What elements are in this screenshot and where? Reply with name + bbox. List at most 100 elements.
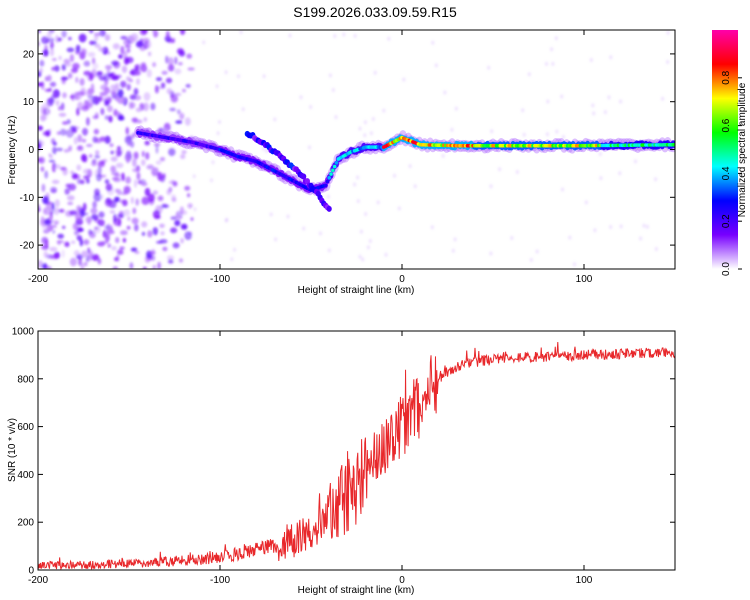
spectrogram-speckle bbox=[170, 94, 178, 103]
spectrogram-speckle bbox=[152, 190, 158, 195]
spectrogram-speckle bbox=[174, 220, 181, 227]
spectrogram-speckle bbox=[122, 51, 128, 60]
spectrogram-speckle bbox=[241, 107, 245, 112]
spectrogram-speckle bbox=[393, 173, 396, 178]
snr-y-label: SNR (10 * v/v) bbox=[7, 418, 18, 482]
spectrogram-speckle bbox=[97, 219, 105, 227]
spectrogram-speckle bbox=[141, 196, 150, 205]
spectrogram-speckle bbox=[69, 125, 76, 130]
spectrogram-speckle bbox=[86, 117, 90, 126]
spectrogram-speckle bbox=[104, 135, 111, 144]
spectrogram-speckle bbox=[98, 47, 106, 52]
spectrogram-speckle bbox=[93, 32, 102, 37]
spectrogram-speckle bbox=[66, 195, 75, 201]
spectrogram-speckle bbox=[126, 56, 134, 64]
spectrogram-speckle bbox=[431, 40, 435, 45]
spectrogram-speckle bbox=[93, 226, 102, 234]
spectrogram-speckle bbox=[120, 191, 128, 195]
spectrogram-speckle bbox=[135, 40, 144, 48]
spectrogram-speckle bbox=[47, 74, 52, 82]
spectrogram-speckle bbox=[168, 148, 176, 157]
spectrogram-speckle bbox=[48, 153, 52, 157]
spectrogram-speckle bbox=[51, 224, 57, 229]
spectrogram-speckle bbox=[133, 88, 139, 96]
spectrogram-speckle bbox=[114, 82, 120, 92]
secondary-ridge bbox=[301, 173, 307, 180]
spectrogram-speckle bbox=[168, 186, 173, 193]
spectrogram-speckle bbox=[288, 33, 292, 38]
spectrogram-speckle bbox=[77, 101, 84, 111]
spectrogram-speckle bbox=[91, 57, 96, 65]
spectrogram-speckle bbox=[83, 70, 91, 76]
spectrogram-speckle bbox=[115, 149, 122, 155]
spectrogram-speckle bbox=[184, 231, 192, 241]
spectrogram-speckle bbox=[125, 176, 131, 184]
spectrogram-speckle bbox=[92, 136, 98, 144]
spectrogram-speckle bbox=[121, 65, 128, 74]
spectrogram-speckle bbox=[104, 179, 110, 184]
spectrogram-speckle bbox=[522, 132, 526, 137]
spectrogram-speckle bbox=[184, 117, 191, 126]
spectrogram-speckle bbox=[143, 117, 148, 122]
spectrogram-speckle bbox=[55, 99, 60, 106]
spectrogram-speckle bbox=[58, 55, 62, 61]
spectrogram-speckle bbox=[141, 221, 148, 228]
spectrogram-speckle bbox=[111, 167, 117, 173]
spectrogram-speckle bbox=[82, 202, 87, 211]
spectrogram-speckle bbox=[174, 56, 178, 65]
spectrogram-speckle bbox=[76, 235, 83, 241]
spectrogram-speckle bbox=[153, 142, 161, 147]
colorbar-label: Normalized spectral amplitude bbox=[737, 82, 748, 217]
spectrogram-speckle bbox=[41, 80, 45, 90]
y-tick-label: 20 bbox=[23, 49, 35, 60]
spectrogram-speckle bbox=[157, 261, 161, 269]
spectrogram-speckle bbox=[40, 166, 45, 172]
spectrogram-speckle bbox=[366, 245, 370, 250]
spectrogram-speckle bbox=[178, 258, 184, 263]
spectrogram-speckle bbox=[376, 200, 380, 205]
spectrogram-speckle bbox=[441, 153, 445, 158]
spectrogram-x-label: Height of straight line (km) bbox=[298, 285, 415, 296]
spectrogram-speckle bbox=[110, 150, 114, 155]
spectrogram-speckle bbox=[387, 36, 391, 41]
x-tick-label: 0 bbox=[399, 575, 405, 586]
spectrogram-speckle bbox=[81, 138, 87, 143]
spectrogram-speckle bbox=[107, 230, 115, 235]
spectrogram-speckle bbox=[402, 77, 406, 82]
spectrogram-speckle bbox=[202, 40, 206, 45]
spectrogram-speckle bbox=[42, 102, 51, 109]
spectrogram-speckle bbox=[104, 79, 109, 86]
spectrogram-speckle bbox=[143, 102, 149, 112]
spectrogram-speckle bbox=[94, 154, 100, 159]
spectrogram-speckle bbox=[67, 72, 73, 79]
spectrogram-speckle bbox=[44, 88, 52, 92]
spectrogram-speckle bbox=[619, 224, 623, 229]
spectrogram-speckle bbox=[152, 227, 159, 236]
spectrogram-speckle bbox=[98, 211, 105, 218]
spectrogram-speckle bbox=[487, 65, 491, 70]
spectrogram-speckle bbox=[51, 202, 55, 210]
spectrogram-speckle bbox=[176, 48, 184, 55]
spectrogram-speckle bbox=[353, 33, 357, 38]
spectrogram-speckle bbox=[589, 58, 593, 62]
spectrogram-speckle bbox=[112, 43, 120, 50]
spectrogram-speckle bbox=[171, 38, 175, 43]
spectrogram-speckle bbox=[184, 185, 191, 191]
spectrogram-speckle bbox=[62, 225, 66, 229]
spectrogram-speckle bbox=[179, 206, 184, 214]
spectrogram-speckle bbox=[430, 225, 434, 230]
spectrogram-speckle bbox=[42, 196, 49, 205]
spectrogram-speckle bbox=[179, 112, 185, 120]
spectrogram-speckle bbox=[73, 137, 78, 145]
spectrogram-speckle bbox=[489, 251, 493, 256]
spectrogram-speckle bbox=[127, 216, 131, 221]
spectrogram-speckle bbox=[561, 187, 564, 192]
spectrogram-speckle bbox=[117, 249, 124, 255]
spectrogram-speckle bbox=[38, 125, 43, 131]
spectrogram-speckle bbox=[451, 248, 455, 253]
spectrogram-speckle bbox=[167, 57, 174, 67]
spectrogram-speckle bbox=[239, 30, 243, 35]
spectrogram-speckle bbox=[132, 158, 137, 168]
